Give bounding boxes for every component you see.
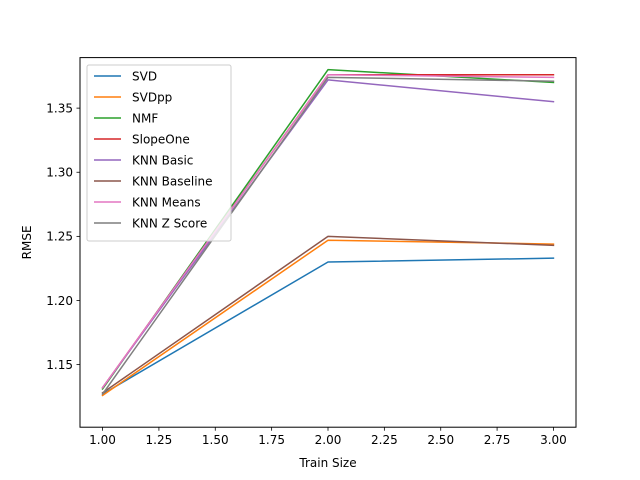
x-tick-label: 2.75 — [484, 433, 511, 447]
x-tick-label: 1.25 — [146, 433, 173, 447]
x-tick-label: 1.75 — [258, 433, 285, 447]
plot-lines — [101, 68, 555, 397]
x-axis-title: Train Size — [298, 456, 356, 470]
legend-label: KNN Z Score — [132, 216, 207, 230]
x-tick-label: 2.00 — [315, 433, 342, 447]
series-line-knn-baseline — [101, 235, 555, 394]
x-tick-label: 2.25 — [371, 433, 398, 447]
x-axis-ticks: 1.00 1.25 1.50 1.75 2.00 2.25 2.50 2.75 3.00 — [89, 427, 567, 447]
x-tick-label: 1.00 — [89, 433, 116, 447]
x-tick-label: 1.50 — [202, 433, 229, 447]
y-tick-label: 1.20 — [46, 294, 73, 308]
series-line-knn-basic — [101, 79, 555, 389]
y-tick-label: 1.35 — [46, 101, 73, 115]
y-tick-label: 1.30 — [46, 166, 73, 180]
legend-label: SVD — [132, 69, 157, 83]
legend-box — [86, 64, 232, 242]
legend-label: SlopeOne — [132, 132, 190, 146]
y-tick-label: 1.15 — [46, 358, 73, 372]
legend-label: SVDpp — [132, 90, 172, 104]
legend-label: KNN Basic — [132, 153, 193, 167]
series-line-knn-means — [101, 74, 555, 389]
y-tick-label: 1.25 — [46, 230, 73, 244]
legend-label: KNN Baseline — [132, 174, 213, 188]
y-axis-title: RMSE — [20, 225, 34, 259]
legend: SVD SVDpp NMF SlopeOne KNN Basic KNN Baseline… — [86, 64, 232, 242]
legend-label: NMF — [132, 111, 158, 125]
legend-label: KNN Means — [132, 195, 201, 209]
x-tick-label: 3.00 — [540, 433, 567, 447]
series-line-knn-z-score — [101, 76, 555, 396]
series-line-svd — [101, 257, 555, 396]
y-axis-ticks: 1.15 1.20 1.25 1.30 1.35 — [46, 101, 80, 372]
x-tick-label: 2.50 — [427, 433, 454, 447]
series-line-svdpp — [101, 239, 555, 397]
